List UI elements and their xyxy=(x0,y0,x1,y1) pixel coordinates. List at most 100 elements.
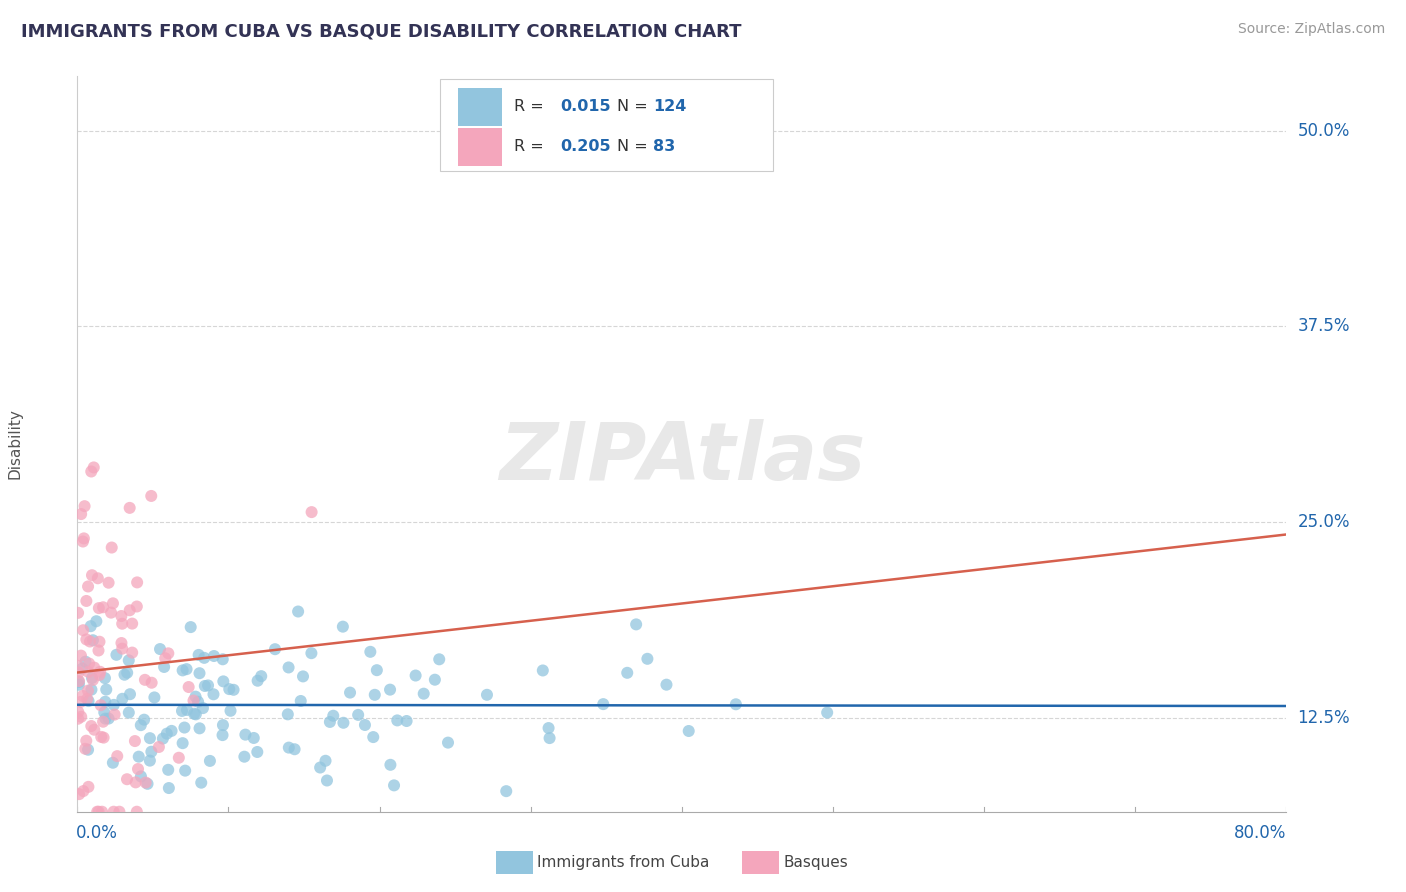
FancyBboxPatch shape xyxy=(458,128,502,166)
Point xyxy=(412,687,434,701)
Point xyxy=(110,636,132,650)
Point xyxy=(537,721,560,735)
Text: R =: R = xyxy=(513,99,548,114)
FancyBboxPatch shape xyxy=(440,79,773,171)
Text: 80.0%: 80.0% xyxy=(1234,824,1286,842)
Point xyxy=(157,763,180,777)
Point xyxy=(87,643,110,657)
Point xyxy=(724,698,747,712)
Point xyxy=(111,616,134,631)
Point xyxy=(198,754,221,768)
Point xyxy=(139,731,162,746)
Point xyxy=(187,695,209,709)
Point xyxy=(143,690,166,705)
Point xyxy=(202,648,225,663)
Point xyxy=(90,730,112,744)
Point xyxy=(538,731,561,745)
Point xyxy=(531,664,554,678)
Point xyxy=(170,704,193,718)
Point xyxy=(127,575,149,590)
Point xyxy=(127,762,149,776)
Point xyxy=(190,775,212,789)
Point xyxy=(277,660,299,674)
Point xyxy=(141,489,163,503)
Point xyxy=(616,665,638,680)
Point xyxy=(91,714,114,729)
Point xyxy=(250,669,273,683)
Point xyxy=(129,769,152,783)
Point xyxy=(339,685,361,699)
Point xyxy=(111,641,134,656)
Text: R =: R = xyxy=(513,139,548,154)
Point xyxy=(332,620,354,634)
Point xyxy=(405,668,427,682)
Point xyxy=(155,651,177,665)
Point xyxy=(197,678,219,692)
Point xyxy=(72,662,94,676)
Point xyxy=(202,687,225,701)
Point xyxy=(246,745,269,759)
Point xyxy=(101,756,124,770)
Point xyxy=(437,736,460,750)
Point xyxy=(655,678,678,692)
Point xyxy=(87,601,110,615)
Point xyxy=(193,650,215,665)
Point xyxy=(624,617,647,632)
Point xyxy=(96,682,118,697)
Point xyxy=(322,708,344,723)
Point xyxy=(70,648,93,663)
Point xyxy=(103,698,125,712)
Point xyxy=(157,646,180,660)
Text: 50.0%: 50.0% xyxy=(1298,121,1350,140)
Point xyxy=(83,460,105,475)
Point xyxy=(157,780,180,795)
Point xyxy=(211,652,233,666)
Point xyxy=(332,715,354,730)
Point xyxy=(77,657,100,671)
Point xyxy=(277,740,299,755)
Point xyxy=(77,683,100,698)
Point xyxy=(188,722,211,736)
Point xyxy=(212,674,235,689)
Point xyxy=(141,675,163,690)
Point xyxy=(301,505,323,519)
Point xyxy=(118,603,141,617)
Text: IMMIGRANTS FROM CUBA VS BASQUE DISABILITY CORRELATION CHART: IMMIGRANTS FROM CUBA VS BASQUE DISABILIT… xyxy=(21,22,741,40)
Point xyxy=(67,675,90,690)
Point xyxy=(83,660,105,674)
Point xyxy=(121,646,143,660)
Point xyxy=(67,665,90,680)
Point xyxy=(219,704,242,718)
Point xyxy=(319,714,342,729)
Point xyxy=(75,594,97,608)
Point xyxy=(495,784,517,798)
Point xyxy=(132,713,155,727)
Point xyxy=(67,673,90,688)
Point xyxy=(115,772,138,787)
Point xyxy=(72,784,94,798)
Point xyxy=(361,730,384,744)
Point xyxy=(141,745,163,759)
Point xyxy=(183,706,205,721)
Point xyxy=(139,754,162,768)
Point xyxy=(366,663,388,677)
Point xyxy=(89,634,111,648)
Text: N =: N = xyxy=(617,99,652,114)
Point xyxy=(636,652,658,666)
Point xyxy=(67,705,90,719)
Point xyxy=(97,575,120,590)
Point xyxy=(75,741,97,756)
Point xyxy=(212,718,235,732)
Point xyxy=(183,693,205,707)
Point xyxy=(70,507,93,521)
Point xyxy=(118,653,141,667)
Text: 0.0%: 0.0% xyxy=(76,824,118,842)
Point xyxy=(148,739,170,754)
Point xyxy=(152,731,174,746)
Point xyxy=(176,703,198,717)
Point xyxy=(299,646,322,660)
Point xyxy=(129,718,152,732)
Point xyxy=(156,726,179,740)
Point xyxy=(211,728,233,742)
Point xyxy=(359,645,381,659)
